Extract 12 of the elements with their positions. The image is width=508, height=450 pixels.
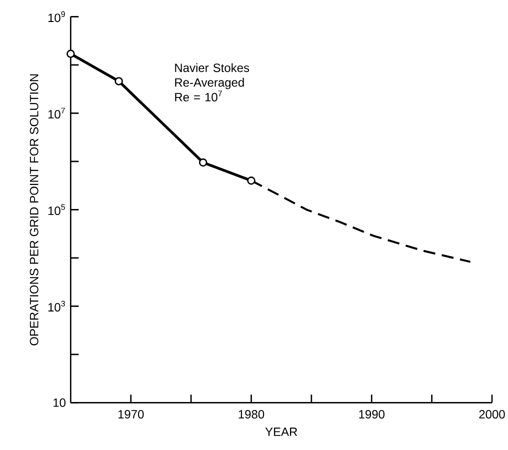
x-tick-label: 1970 (118, 410, 144, 419)
x-axis-title: YEAR (265, 428, 298, 436)
y-tick-label: 10$^{9}$ (48, 11, 65, 22)
y-tick-label: 10$^{7}$ (48, 108, 65, 119)
y-tick-label: 10$^{5}$ (48, 204, 65, 216)
x-tick-label: 1980 (238, 410, 264, 419)
y-axis-title: OPERATIONS PER GRID POINT FOR SOLUTION (30, 74, 38, 346)
y-tick-label: 10$^{3}$ (48, 300, 65, 312)
y-tick-label: 10 (54, 398, 66, 407)
annotation: Navier Stokes Re-Averaged Re = 10$^{7}$ (175, 63, 250, 102)
x-tick-label: 1990 (359, 410, 384, 419)
x-tick-label: 2000 (479, 410, 505, 419)
